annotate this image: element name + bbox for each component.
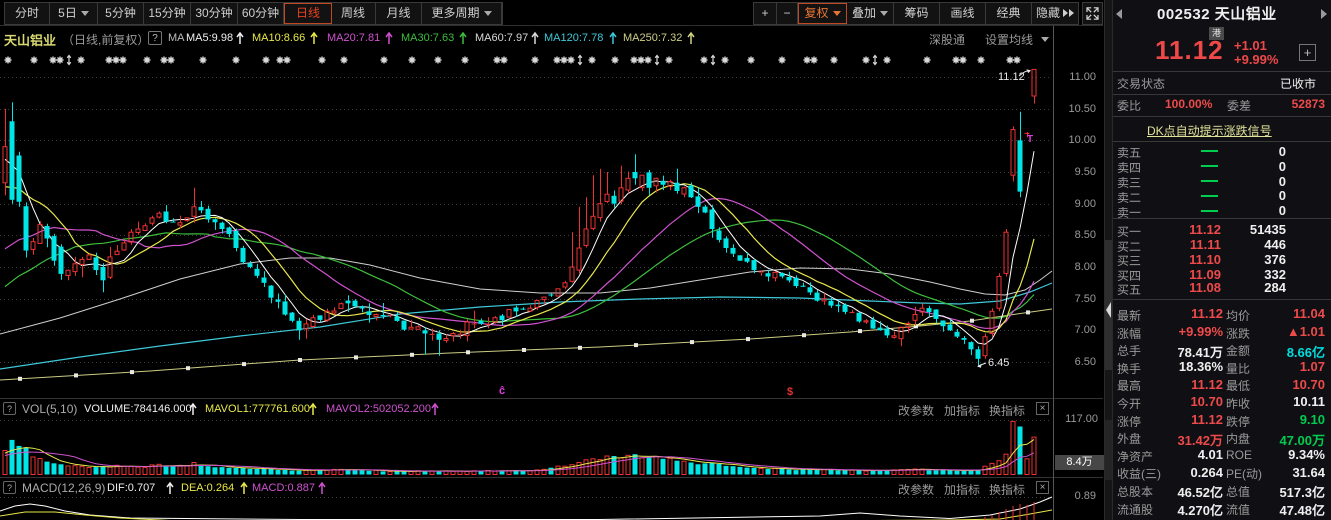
svg-text:T: T [1027,134,1033,145]
svg-text:$: $ [787,386,793,398]
svg-text:ĉ: ĉ [499,385,505,397]
